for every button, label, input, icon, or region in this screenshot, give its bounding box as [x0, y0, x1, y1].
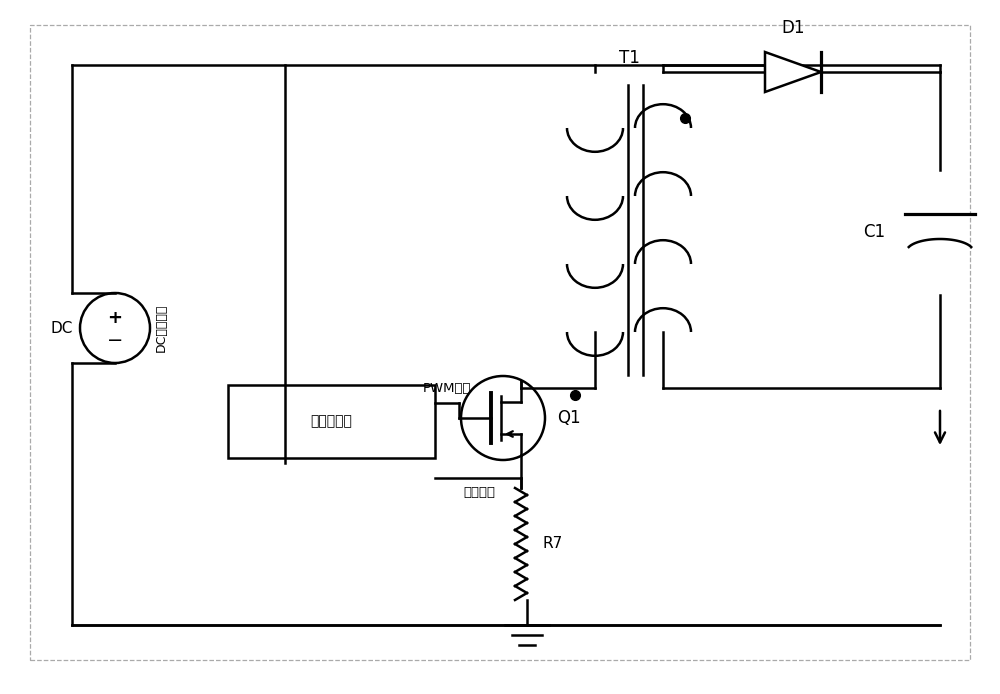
Text: 电流采样: 电流采样 — [463, 486, 495, 499]
Text: −: − — [107, 330, 123, 350]
Text: 电源控制器: 电源控制器 — [310, 414, 352, 428]
Text: DC: DC — [51, 321, 73, 335]
Polygon shape — [765, 52, 821, 92]
Text: T1: T1 — [619, 49, 639, 67]
Text: R7: R7 — [543, 536, 563, 552]
Text: Q1: Q1 — [557, 409, 581, 427]
Text: +: + — [108, 309, 122, 327]
Text: C1: C1 — [863, 223, 885, 241]
Bar — [228, 385, 435, 458]
Text: PWM脉冲: PWM脉冲 — [423, 382, 471, 395]
Text: DC直流电源: DC直流电源 — [154, 304, 168, 352]
Text: D1: D1 — [781, 19, 805, 37]
